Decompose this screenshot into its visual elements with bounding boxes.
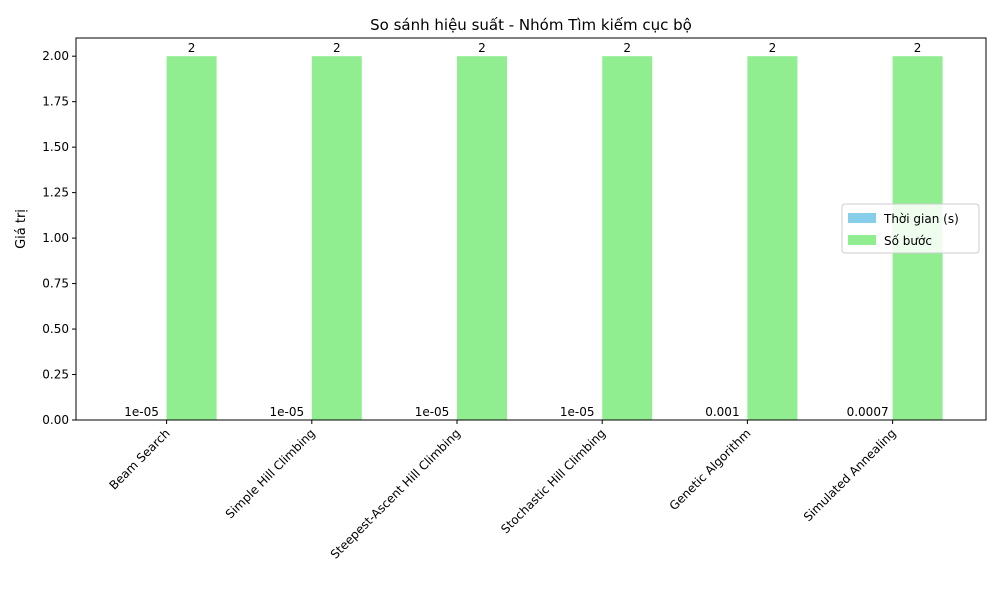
- bar-series-1: [166, 56, 217, 420]
- x-tick-label: Genetic Algorithm: [667, 426, 754, 513]
- data-label: 2: [188, 41, 196, 55]
- legend-label: Thời gian (s): [883, 212, 959, 226]
- data-label: 2: [769, 41, 777, 55]
- legend-label: Số bước: [884, 234, 932, 248]
- data-label: 2: [623, 41, 631, 55]
- y-tick-label: 0.00: [42, 413, 69, 427]
- bar-series-1: [457, 56, 507, 420]
- chart-title: So sánh hiệu suất - Nhóm Tìm kiếm cục bộ: [370, 16, 692, 34]
- x-tick-label: Steepest-Ascent Hill Climbing: [328, 426, 463, 561]
- bar-series-1: [602, 56, 653, 420]
- data-label: 1e-05: [124, 405, 159, 419]
- data-label: 0.001: [705, 405, 739, 419]
- data-label: 1e-05: [560, 405, 595, 419]
- bars-layer: [116, 56, 943, 420]
- y-tick-label: 1.25: [42, 186, 69, 200]
- data-label: 2: [914, 41, 922, 55]
- y-tick-label: 1.00: [42, 231, 69, 245]
- y-tick-label: 2.00: [42, 49, 69, 63]
- x-tick-label: Stochastic Hill Climbing: [498, 426, 608, 536]
- bar-series-1: [311, 56, 362, 420]
- legend-swatch: [848, 213, 876, 223]
- data-label: 0.0007: [847, 405, 889, 419]
- plot-frame: [75, 37, 987, 421]
- legend: Thời gian (s) Số bước: [841, 203, 980, 254]
- data-labels-layer: 1e-05 2 1e-05 2 1e-05 2 1e-05 2 0.001 2 0.0007 2: [124, 41, 921, 419]
- legend-swatch: [848, 235, 876, 245]
- y-tick-label: 1.75: [42, 95, 69, 109]
- data-label: 1e-05: [269, 405, 304, 419]
- y-tick-label: 0.75: [42, 277, 69, 291]
- x-tick-label: Simple Hill Climbing: [223, 426, 318, 521]
- y-axis-label: Giá trị: [14, 209, 29, 249]
- y-axis-ticks: 0.00 0.25 0.50 0.75 1.00 1.25 1.50 1.75 2.00: [42, 49, 76, 427]
- bar-series-1: [747, 56, 798, 420]
- x-tick-label: Beam Search: [106, 426, 172, 492]
- y-tick-label: 1.50: [42, 140, 69, 154]
- x-tick-label: Simulated Annealing: [801, 426, 899, 524]
- x-axis-ticks: Beam Search Simple Hill Climbing Steepest-…: [106, 420, 899, 562]
- data-label: 2: [478, 41, 486, 55]
- y-tick-label: 0.25: [42, 368, 69, 382]
- data-label: 1e-05: [415, 405, 450, 419]
- data-label: 2: [333, 41, 341, 55]
- legend-box: [841, 203, 980, 254]
- y-tick-label: 0.50: [42, 322, 69, 336]
